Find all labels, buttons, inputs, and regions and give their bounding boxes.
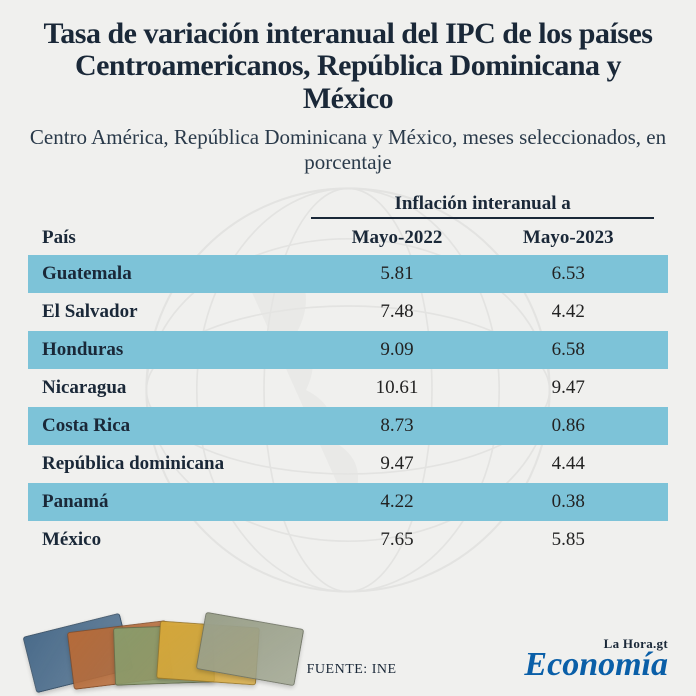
footer: La Hora.gt Economía bbox=[0, 614, 696, 684]
cell-may-2023: 5.85 bbox=[483, 529, 654, 551]
table-row: Honduras9.096.58 bbox=[28, 331, 668, 369]
header-country: País bbox=[42, 227, 311, 249]
cell-country: Costa Rica bbox=[42, 415, 311, 437]
logo-big-text: Economía bbox=[524, 646, 668, 684]
cell-may-2023: 9.47 bbox=[483, 377, 654, 399]
cell-may-2022: 9.47 bbox=[311, 453, 482, 475]
cell-may-2023: 4.44 bbox=[483, 453, 654, 475]
table-row: El Salvador7.484.42 bbox=[28, 293, 668, 331]
table-row: República dominicana9.474.44 bbox=[28, 445, 668, 483]
main-title: Tasa de variación interanual del IPC de … bbox=[28, 18, 668, 115]
cell-may-2022: 7.48 bbox=[311, 301, 482, 323]
table-body: Guatemala5.816.53El Salvador7.484.42Hond… bbox=[28, 255, 668, 559]
table-header-row: País Mayo-2022 Mayo-2023 bbox=[28, 223, 668, 255]
header-may-2022: Mayo-2022 bbox=[311, 227, 482, 249]
cell-country: Panamá bbox=[42, 491, 311, 513]
table-row: Nicaragua10.619.47 bbox=[28, 369, 668, 407]
table-row: Guatemala5.816.53 bbox=[28, 255, 668, 293]
cell-may-2022: 5.81 bbox=[311, 263, 482, 285]
cell-may-2023: 4.42 bbox=[483, 301, 654, 323]
infographic-container: Tasa de variación interanual del IPC de … bbox=[0, 0, 696, 559]
cell-may-2023: 0.86 bbox=[483, 415, 654, 437]
cell-country: México bbox=[42, 529, 311, 551]
table-super-header: Inflación interanual a bbox=[28, 193, 668, 223]
inflation-table: Inflación interanual a País Mayo-2022 Ma… bbox=[28, 193, 668, 559]
publisher-logo: La Hora.gt Economía bbox=[524, 636, 668, 684]
table-row: Costa Rica8.730.86 bbox=[28, 407, 668, 445]
cell-may-2023: 6.58 bbox=[483, 339, 654, 361]
table-row: México7.655.85 bbox=[28, 521, 668, 559]
cell-may-2023: 0.38 bbox=[483, 491, 654, 513]
cell-country: Guatemala bbox=[42, 263, 311, 285]
header-may-2023: Mayo-2023 bbox=[483, 227, 654, 249]
cell-country: Nicaragua bbox=[42, 377, 311, 399]
cell-may-2022: 9.09 bbox=[311, 339, 482, 361]
cell-may-2022: 10.61 bbox=[311, 377, 482, 399]
subtitle: Centro América, República Dominicana y M… bbox=[28, 125, 668, 175]
cell-may-2022: 7.65 bbox=[311, 529, 482, 551]
cell-may-2022: 4.22 bbox=[311, 491, 482, 513]
cell-may-2022: 8.73 bbox=[311, 415, 482, 437]
cell-country: El Salvador bbox=[42, 301, 311, 323]
super-header-label: Inflación interanual a bbox=[311, 193, 654, 219]
cell-country: Honduras bbox=[42, 339, 311, 361]
table-row: Panamá4.220.38 bbox=[28, 483, 668, 521]
cell-country: República dominicana bbox=[42, 453, 311, 475]
cell-may-2023: 6.53 bbox=[483, 263, 654, 285]
currency-bills-icon bbox=[28, 614, 288, 684]
